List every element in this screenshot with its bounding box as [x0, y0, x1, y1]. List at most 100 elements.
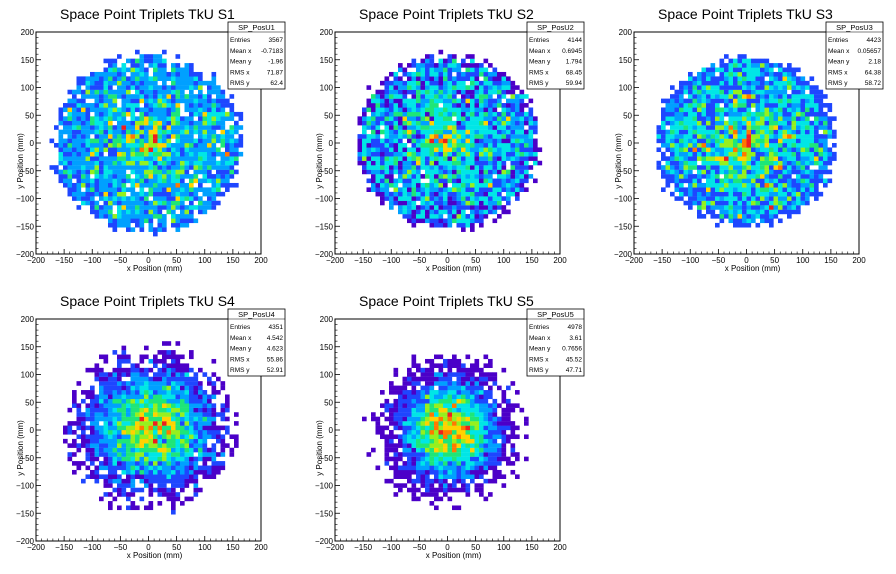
- heatmap-cell: [112, 434, 118, 440]
- heatmap-cell: [103, 196, 109, 201]
- heatmap-cell: [733, 209, 738, 215]
- heatmap-cell: [461, 218, 466, 224]
- heatmap-cell: [438, 487, 444, 493]
- heatmap-cell: [760, 196, 765, 201]
- heatmap-cell: [180, 151, 185, 157]
- heatmap-cell: [805, 174, 810, 179]
- heatmap-cell: [515, 111, 520, 117]
- heatmap-cell: [189, 416, 194, 422]
- heatmap-cell: [198, 134, 203, 139]
- heatmap-cell: [144, 107, 149, 113]
- heatmap-cell: [764, 129, 770, 135]
- heatmap-cell: [67, 421, 73, 426]
- heatmap-cell: [175, 94, 181, 99]
- heatmap-cell: [85, 143, 91, 148]
- heatmap-cell: [688, 160, 693, 166]
- heatmap-cell: [117, 191, 122, 197]
- heatmap-cell: [429, 218, 435, 224]
- heatmap-cell: [112, 94, 118, 99]
- stats-label: RMS y: [230, 80, 250, 87]
- heatmap-cell: [710, 182, 716, 188]
- heatmap-cell: [425, 54, 430, 59]
- heatmap-cell: [108, 505, 113, 511]
- heatmap-cell: [733, 191, 738, 197]
- heatmap-cell: [144, 151, 149, 157]
- heatmap-cell: [135, 505, 140, 511]
- heatmap-cell: [162, 421, 167, 426]
- heatmap-cell: [674, 147, 680, 153]
- heatmap-cell: [202, 425, 208, 431]
- heatmap-cell: [733, 174, 738, 179]
- stats-box-name: SP_PosU1: [238, 23, 275, 32]
- heatmap-cell: [193, 107, 199, 113]
- heatmap-cell: [719, 200, 725, 206]
- heatmap-cell: [389, 89, 394, 95]
- heatmap-cell: [139, 63, 145, 68]
- heatmap-cell: [225, 425, 230, 431]
- heatmap-cell: [398, 209, 403, 215]
- heatmap-cell: [434, 147, 439, 153]
- heatmap-cell: [175, 200, 181, 206]
- heatmap-cell: [171, 76, 176, 81]
- heatmap-cell: [126, 367, 131, 373]
- heatmap-cell: [94, 376, 100, 382]
- heatmap-cell: [162, 94, 167, 99]
- heatmap-cell: [112, 385, 118, 391]
- heatmap-cell: [121, 71, 127, 77]
- heatmap-cell: [724, 76, 729, 81]
- heatmap-cell: [211, 205, 217, 210]
- heatmap-cell: [479, 67, 484, 73]
- heatmap-cell: [411, 71, 417, 77]
- heatmap-cell: [483, 125, 489, 130]
- heatmap-cell: [800, 138, 806, 144]
- heatmap-cell: [823, 120, 828, 126]
- heatmap-cell: [425, 89, 430, 95]
- heatmap-cell: [488, 85, 493, 90]
- heatmap-cell: [688, 116, 693, 121]
- heatmap-cell: [180, 354, 185, 360]
- heatmap-cell: [737, 160, 743, 166]
- heatmap-cell: [126, 58, 131, 64]
- heatmap-cell: [483, 174, 489, 179]
- heatmap-cell: [148, 416, 154, 422]
- heatmap-cell: [121, 138, 127, 144]
- heatmap-cell: [67, 120, 73, 126]
- heatmap-cell: [692, 178, 698, 184]
- heatmap-cell: [85, 151, 91, 157]
- heatmap-cell: [715, 178, 720, 184]
- heatmap-cell: [465, 116, 471, 121]
- heatmap-cell: [234, 143, 239, 148]
- heatmap-cell: [773, 160, 779, 166]
- heatmap-cell: [99, 438, 104, 444]
- heatmap-cell: [126, 76, 131, 81]
- heatmap-cell: [225, 116, 230, 121]
- heatmap-cell: [72, 421, 77, 426]
- heatmap-cell: [380, 174, 385, 179]
- heatmap-cell: [398, 76, 403, 81]
- heatmap-cell: [126, 452, 131, 457]
- heatmap-cell: [112, 412, 118, 417]
- heatmap-cell: [139, 478, 145, 484]
- heatmap-cell: [90, 416, 95, 422]
- heatmap-cell: [144, 129, 149, 135]
- heatmap-cell: [108, 125, 113, 130]
- heatmap-cell: [737, 111, 743, 117]
- heatmap-cell: [72, 165, 77, 170]
- heatmap-cell: [108, 165, 113, 170]
- heatmap-cell: [701, 200, 707, 206]
- heatmap-cell: [782, 165, 788, 170]
- heatmap-cell: [216, 103, 221, 108]
- heatmap-cell: [443, 182, 448, 188]
- heatmap-cell: [198, 438, 203, 444]
- heatmap-cell: [778, 218, 783, 224]
- heatmap-cell: [126, 381, 131, 386]
- heatmap-cell: [207, 416, 212, 422]
- heatmap-cell: [679, 156, 684, 161]
- heatmap-cell: [692, 191, 698, 197]
- heatmap-cell: [180, 447, 185, 453]
- heatmap-cell: [184, 478, 190, 484]
- heatmap-cell: [58, 143, 64, 148]
- heatmap-cell: [751, 209, 756, 215]
- heatmap-cell: [737, 116, 743, 121]
- heatmap-cell: [180, 416, 185, 422]
